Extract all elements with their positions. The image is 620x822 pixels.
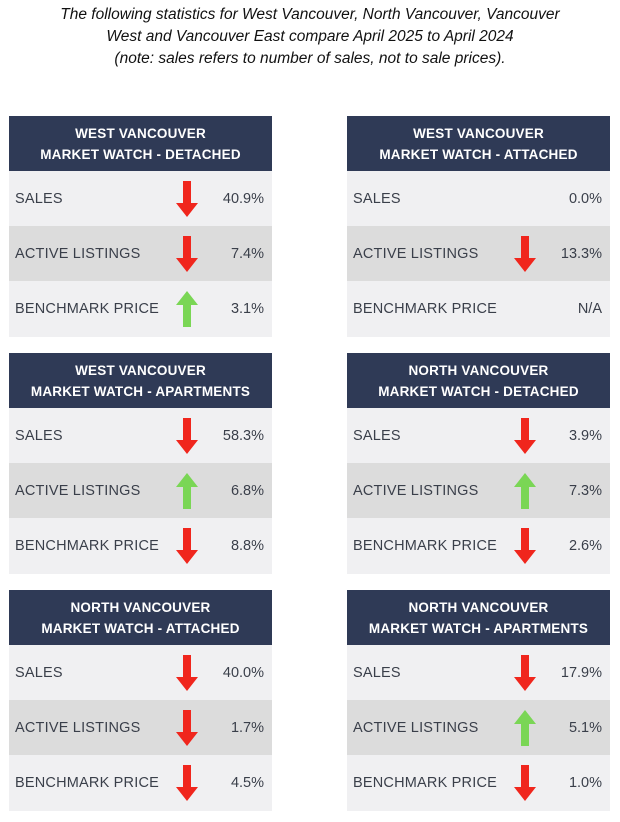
stat-value: 6.8%	[230, 482, 264, 499]
card-title-region: WEST VANCOUVER	[75, 362, 206, 378]
card-title-type: MARKET WATCH - ATTACHED	[379, 146, 578, 162]
stat-row: ACTIVE LISTINGS 1.7%	[9, 700, 272, 755]
down-arrow-icon	[176, 180, 198, 217]
stat-row: SALES 40.0%	[9, 645, 272, 700]
down-arrow-icon	[514, 654, 536, 691]
stat-label: SALES	[353, 664, 401, 681]
stat-value: 13.3%	[560, 245, 602, 262]
stat-label: BENCHMARK PRICE	[353, 301, 497, 317]
intro-line: (note: sales refers to number of sales, …	[114, 50, 506, 67]
stat-value: 40.9%	[222, 190, 264, 207]
card-title-region: WEST VANCOUVER	[413, 125, 544, 141]
stat-label: BENCHMARK PRICE	[15, 301, 159, 317]
stat-value: 58.3%	[222, 427, 264, 444]
stat-row: BENCHMARK PRICE 1.0%	[347, 755, 610, 811]
up-arrow-icon	[176, 472, 198, 509]
stat-row: BENCHMARK PRICE 3.1%	[9, 281, 272, 337]
up-arrow-icon	[514, 709, 536, 746]
stat-row: ACTIVE LISTINGS 7.4%	[9, 226, 272, 281]
stat-value: 1.7%	[230, 719, 264, 736]
intro-line: West and Vancouver East compare April 20…	[106, 28, 514, 45]
stat-value: 8.8%	[230, 538, 264, 554]
stat-label: ACTIVE LISTINGS	[15, 719, 141, 736]
stat-label: SALES	[353, 427, 401, 444]
stat-value: 17.9%	[560, 664, 602, 681]
card-header: NORTH VANCOUVER MARKET WATCH - DETACHED	[347, 353, 610, 408]
card-title-type: MARKET WATCH - DETACHED	[378, 383, 579, 399]
stat-label: BENCHMARK PRICE	[15, 775, 159, 791]
card-title-region: NORTH VANCOUVER	[408, 362, 549, 378]
stat-value: 3.9%	[568, 427, 602, 444]
market-watch-card: NORTH VANCOUVER MARKET WATCH - APARTMENTS…	[347, 590, 610, 811]
stat-value: N/A	[577, 301, 602, 317]
stat-value: 7.4%	[230, 245, 264, 262]
stat-row: SALES 17.9%	[347, 645, 610, 700]
stat-label: BENCHMARK PRICE	[353, 538, 497, 554]
market-watch-card: WEST VANCOUVER MARKET WATCH - APARTMENTS S…	[9, 353, 272, 574]
card-title-type: MARKET WATCH - DETACHED	[40, 146, 241, 162]
stat-label: SALES	[353, 190, 401, 207]
down-arrow-icon	[176, 765, 198, 801]
stat-label: SALES	[15, 190, 63, 207]
stat-row: ACTIVE LISTINGS 13.3%	[347, 226, 610, 281]
stat-row: BENCHMARK PRICE N/A	[347, 281, 610, 337]
stat-row: ACTIVE LISTINGS 7.3%	[347, 463, 610, 518]
up-arrow-icon	[176, 291, 198, 327]
down-arrow-icon	[514, 528, 536, 564]
down-arrow-icon	[176, 417, 198, 454]
stat-value: 3.1%	[230, 301, 264, 317]
market-watch-card: WEST VANCOUVER MARKET WATCH - ATTACHED SAL…	[347, 116, 610, 337]
stat-label: ACTIVE LISTINGS	[353, 719, 479, 736]
card-header: NORTH VANCOUVER MARKET WATCH - ATTACHED	[9, 590, 272, 645]
market-watch-card: NORTH VANCOUVER MARKET WATCH - ATTACHED SA…	[9, 590, 272, 811]
stat-value: 5.1%	[568, 719, 602, 736]
card-title-type: MARKET WATCH - APARTMENTS	[30, 383, 251, 399]
stat-row: BENCHMARK PRICE 8.8%	[9, 518, 272, 574]
card-title-region: WEST VANCOUVER	[75, 125, 206, 141]
stat-value: 4.5%	[230, 775, 264, 791]
down-arrow-icon	[176, 235, 198, 272]
stat-label: ACTIVE LISTINGS	[353, 482, 479, 499]
stat-value: 1.0%	[568, 775, 602, 791]
stat-row: SALES 58.3%	[9, 408, 272, 463]
stat-row: ACTIVE LISTINGS 5.1%	[347, 700, 610, 755]
up-arrow-icon	[514, 472, 536, 509]
down-arrow-icon	[176, 709, 198, 746]
down-arrow-icon	[514, 235, 536, 272]
card-title-type: MARKET WATCH - ATTACHED	[41, 620, 240, 636]
stat-label: BENCHMARK PRICE	[15, 538, 159, 554]
stat-label: ACTIVE LISTINGS	[353, 245, 479, 262]
down-arrow-icon	[176, 654, 198, 691]
card-header: WEST VANCOUVER MARKET WATCH - ATTACHED	[347, 116, 610, 171]
stat-row: SALES 3.9%	[347, 408, 610, 463]
market-watch-card: WEST VANCOUVER MARKET WATCH - DETACHED SAL…	[9, 116, 272, 337]
down-arrow-icon	[176, 528, 198, 564]
card-header: NORTH VANCOUVER MARKET WATCH - APARTMENTS	[347, 590, 610, 645]
stat-row: BENCHMARK PRICE 4.5%	[9, 755, 272, 811]
card-title-region: NORTH VANCOUVER	[408, 599, 549, 615]
intro-text: The following statistics for West Vancou…	[0, 4, 620, 70]
stat-label: SALES	[15, 427, 63, 444]
intro-line: The following statistics for West Vancou…	[60, 6, 560, 23]
stat-row: SALES 0.0%	[347, 171, 610, 226]
stat-row: ACTIVE LISTINGS 6.8%	[9, 463, 272, 518]
stat-row: BENCHMARK PRICE 2.6%	[347, 518, 610, 574]
stat-value: 2.6%	[568, 538, 602, 554]
card-header: WEST VANCOUVER MARKET WATCH - APARTMENTS	[9, 353, 272, 408]
card-header: WEST VANCOUVER MARKET WATCH - DETACHED	[9, 116, 272, 171]
stat-value: 7.3%	[568, 482, 602, 499]
card-title-region: NORTH VANCOUVER	[70, 599, 211, 615]
stat-value: 40.0%	[222, 664, 264, 681]
stat-label: ACTIVE LISTINGS	[15, 245, 141, 262]
market-watch-card: NORTH VANCOUVER MARKET WATCH - DETACHED SA…	[347, 353, 610, 574]
stat-label: ACTIVE LISTINGS	[15, 482, 141, 499]
down-arrow-icon	[514, 765, 536, 801]
card-title-type: MARKET WATCH - APARTMENTS	[368, 620, 589, 636]
stat-value: 0.0%	[568, 190, 602, 207]
stat-label: SALES	[15, 664, 63, 681]
stat-label: BENCHMARK PRICE	[353, 775, 497, 791]
down-arrow-icon	[514, 417, 536, 454]
stat-row: SALES 40.9%	[9, 171, 272, 226]
